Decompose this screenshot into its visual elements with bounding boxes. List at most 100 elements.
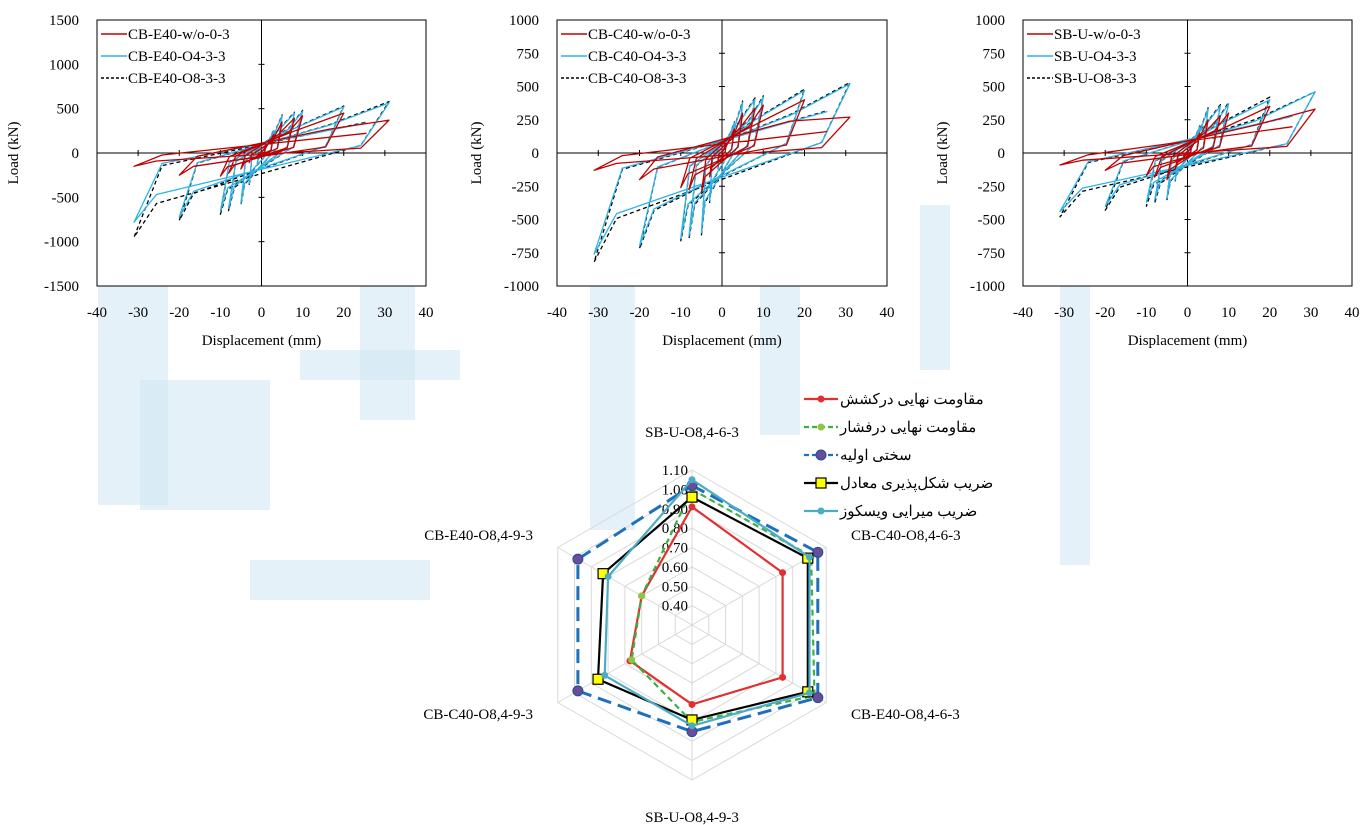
watermark-block (1060, 245, 1090, 565)
legend-marker (815, 477, 827, 489)
radar-tick-label: 0.70 (662, 541, 688, 557)
radar-tick-label: 1.10 (662, 463, 688, 479)
radar-category-label: SB-U-O8,4-6-3 (645, 425, 739, 441)
x-tick-label: 0 (258, 305, 266, 321)
hysteresis-chart-1: -40 -30 -20 -10 0 10 20 30 40 -1500 -1000 -500 0 500 1… (6, 13, 434, 349)
y-tick-label: 0 (72, 146, 80, 162)
y-tick-label: -250 (978, 179, 1006, 195)
legend-label: SB-U-O8-3-3 (1054, 71, 1137, 87)
x-tick-label: 10 (756, 305, 771, 321)
radar-point (572, 553, 584, 565)
y-tick-label: 1000 (975, 13, 1005, 29)
radar-category-label: CB-E40-O8,4-9-3 (424, 528, 533, 544)
radar-category-label: SB-U-O8,4-9-3 (645, 810, 739, 825)
y-tick-label: -1500 (44, 279, 79, 295)
series-line (593, 83, 851, 255)
legend-label: SB-U-O4-3-3 (1054, 49, 1137, 65)
y-tick-label: 1000 (509, 13, 539, 29)
legend-label: CB-C40-O4-3-3 (588, 49, 686, 65)
x-tick-label: -30 (1054, 305, 1074, 321)
radar-point (688, 700, 696, 708)
legend-marker (815, 449, 827, 461)
watermark-block (590, 270, 635, 530)
legend: SB-U-w/o-0-3 SB-U-O4-3-3 SB-U-O8-3-3 (1024, 21, 1184, 97)
x-tick-label: -40 (87, 305, 107, 321)
x-tick-label: -20 (630, 305, 650, 321)
radar-point (805, 689, 813, 697)
x-tick-label: 30 (1303, 305, 1318, 321)
y-axis-label: Load (kN) (6, 122, 22, 185)
radar-chart: 0.400.500.600.700.800.901.001.10SB-U-O8,… (423, 370, 1005, 825)
x-tick-label: 20 (336, 305, 351, 321)
x-tick-label: 20 (797, 305, 812, 321)
legend-label: مقاومت نهایی درکشش (840, 392, 984, 408)
legend-label: مقاومت نهایی درفشار (839, 420, 976, 436)
y-tick-label: -500 (978, 213, 1006, 229)
y-tick-label: 1500 (49, 13, 79, 29)
x-tick-label: 10 (295, 305, 310, 321)
radar-point (688, 503, 696, 511)
x-tick-label: 30 (377, 305, 392, 321)
radar-tick-label: 0.60 (662, 560, 688, 576)
radar-category-label: CB-C40-O8,4-6-3 (851, 528, 961, 544)
x-tick-label: -10 (1136, 305, 1156, 321)
radar-point (805, 553, 813, 561)
x-axis-label: Displacement (mm) (1128, 333, 1248, 349)
radar-category-label: CB-E40-O8,4-6-3 (851, 707, 960, 723)
x-tick-label: -10 (210, 305, 230, 321)
legend-label: سختی اولیه (840, 448, 912, 464)
radar-point (592, 673, 604, 685)
legend: CB-E40-w/o-0-3 CB-E40-O4-3-3 CB-E40-O8-3-3 (98, 21, 258, 97)
x-tick-label: 30 (838, 305, 853, 321)
radar-tick-label: 1.00 (662, 482, 688, 498)
radar-point (638, 592, 646, 600)
radar-category-label: CB-C40-O8,4-9-3 (423, 707, 533, 723)
legend-label: CB-E40-O4-3-3 (128, 49, 226, 65)
legend-marker (817, 395, 825, 403)
x-tick-label: 0 (1184, 305, 1192, 321)
legend-label: CB-E40-O8-3-3 (128, 71, 226, 87)
x-tick-label: -40 (547, 305, 567, 321)
legend-label: ضریب میرایی ویسکوز (839, 504, 977, 520)
y-tick-label: 750 (517, 46, 540, 62)
radar-point (604, 573, 612, 581)
y-tick-label: 250 (517, 113, 540, 129)
radar-point (601, 671, 609, 679)
radar-point (688, 722, 696, 730)
radar-tick-label: 0.50 (662, 579, 688, 595)
y-tick-label: -1000 (970, 279, 1005, 295)
series-line (1059, 91, 1316, 213)
y-tick-label: 1000 (49, 57, 79, 73)
radar-legend: مقاومت نهایی درکشش مقاومت نهایی درفشار سخت… (800, 370, 1005, 520)
series-line (1059, 105, 1316, 181)
radar-point (779, 569, 787, 577)
x-tick-label: -40 (1013, 305, 1033, 321)
y-tick-label: 500 (983, 80, 1006, 96)
x-tick-label: 20 (1262, 305, 1277, 321)
y-tick-label: -500 (52, 190, 80, 206)
radar-point (779, 673, 787, 681)
y-tick-label: 750 (983, 46, 1006, 62)
radar-tick-label: 0.40 (662, 599, 688, 615)
radar-point (812, 546, 824, 558)
legend: CB-C40-w/o-0-3 CB-C40-O4-3-3 CB-C40-O8-3-3 (558, 21, 718, 97)
y-tick-label: -250 (512, 179, 540, 195)
y-tick-label: 0 (998, 146, 1006, 162)
legend-label: ضریب شکل‌پذیری معادل (840, 476, 993, 492)
y-tick-label: -1000 (44, 235, 79, 251)
legend-label: CB-E40-w/o-0-3 (128, 27, 230, 43)
legend-marker (817, 423, 825, 431)
x-tick-label: 40 (880, 305, 895, 321)
x-tick-label: 10 (1221, 305, 1236, 321)
y-tick-label: -1000 (504, 279, 539, 295)
x-axis-label: Displacement (mm) (662, 333, 782, 349)
y-tick-label: -750 (978, 246, 1006, 262)
x-tick-label: -20 (1095, 305, 1115, 321)
hysteresis-chart-3: -40 -30 -20 -10 0 10 20 30 40 -1000 -750 -500 -250 0 2… (935, 13, 1360, 349)
y-tick-label: 500 (57, 102, 80, 118)
y-tick-label: 0 (532, 146, 540, 162)
watermark-block (300, 350, 460, 380)
y-axis-label: Load (kN) (469, 122, 485, 185)
hysteresis-chart-2: -40 -30 -20 -10 0 10 20 30 40 -1000 -750 -500 -250 0 2… (469, 13, 895, 349)
